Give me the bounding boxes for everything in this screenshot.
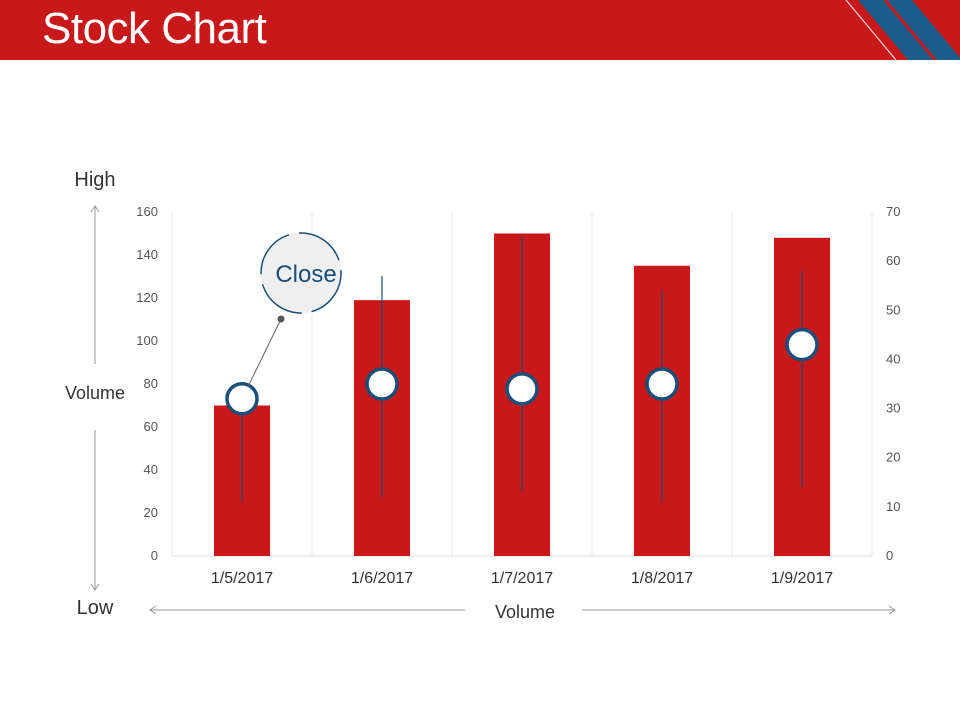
x-tick-label: 1/6/2017 (351, 570, 413, 587)
volume-left-label: Volume (65, 383, 125, 403)
right-tick-label: 70 (886, 204, 900, 219)
high-label: High (74, 169, 115, 191)
callout-circle (260, 232, 342, 314)
close-marker (785, 327, 819, 362)
left-axis-ticks: 0 20 40 60 80 100 120 140 160 (136, 204, 158, 563)
x-tick-label: 1/8/2017 (631, 570, 693, 587)
right-tick-label: 10 (886, 499, 900, 514)
right-tick-label: 0 (886, 548, 893, 563)
right-tick-label: 20 (886, 450, 900, 465)
left-tick-label: 80 (144, 376, 158, 391)
x-tick-label: 1/7/2017 (491, 570, 553, 587)
x-tick-label: 1/5/2017 (211, 570, 273, 587)
page-title: Stock Chart (42, 4, 267, 53)
right-tick-label: 30 (886, 401, 900, 416)
right-tick-label: 50 (886, 302, 900, 317)
right-tick-label: 40 (886, 351, 900, 366)
vertical-arrow (90, 205, 100, 591)
left-tick-label: 40 (144, 462, 158, 477)
header-bar: Stock Chart (0, 0, 960, 60)
left-tick-label: 60 (144, 419, 158, 434)
close-marker (505, 372, 539, 406)
low-label: Low (77, 597, 114, 619)
x-axis-ticks: 1/5/2017 1/6/2017 1/7/2017 1/8/2017 1/9/2017 (211, 570, 833, 587)
horizontal-arrow (149, 605, 896, 615)
left-tick-label: 0 (151, 548, 158, 563)
callout-label: Close (275, 261, 336, 288)
x-tick-label: 1/9/2017 (771, 570, 833, 587)
right-axis-ticks: 0 10 20 30 40 50 60 70 (886, 204, 900, 563)
left-tick-label: 20 (144, 505, 158, 520)
close-markers (225, 327, 819, 416)
callout-dot (277, 315, 285, 323)
left-tick-label: 160 (136, 204, 158, 219)
volume-bottom-label: Volume (495, 602, 555, 622)
close-marker (365, 367, 399, 401)
close-marker (225, 381, 259, 416)
callout-leader-line (247, 318, 282, 387)
header-accent-stripes (845, 0, 960, 60)
right-tick-label: 60 (886, 253, 900, 268)
left-tick-label: 100 (136, 333, 158, 348)
left-tick-label: 120 (136, 290, 158, 305)
close-marker (645, 367, 679, 401)
close-callout: Close (247, 232, 342, 387)
left-tick-label: 140 (136, 247, 158, 262)
